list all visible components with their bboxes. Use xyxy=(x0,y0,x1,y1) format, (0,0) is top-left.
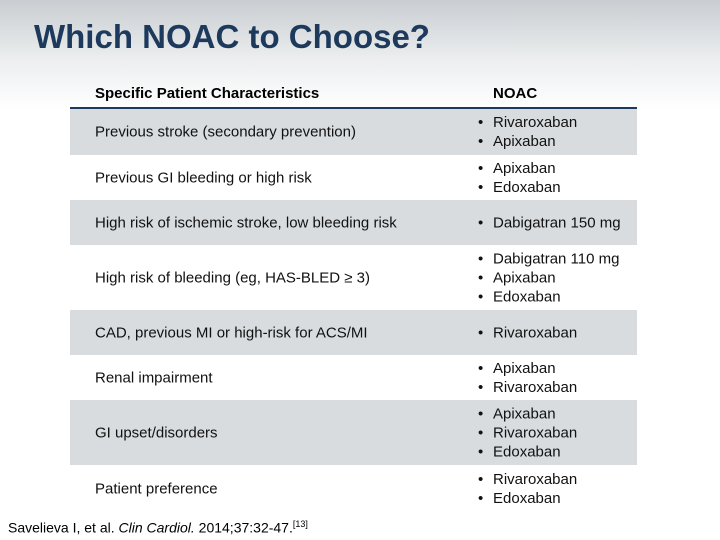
noac-list: ApixabanEdoxaban xyxy=(478,159,561,197)
citation-ref: [13] xyxy=(292,519,308,529)
characteristic-cell: Previous GI bleeding or high risk xyxy=(95,169,312,186)
slide-title: Which NOAC to Choose? xyxy=(34,18,430,55)
noac-list: Dabigatran 150 mg xyxy=(478,213,621,232)
noac-list: Rivaroxaban xyxy=(478,323,577,342)
citation-authors: Savelieva I, et al. xyxy=(8,519,115,536)
noac-item: Edoxaban xyxy=(478,287,619,306)
column-header: NOAC xyxy=(493,85,538,102)
noac-item: Rivaroxaban xyxy=(478,323,577,342)
noac-item: Apixaban xyxy=(478,359,577,378)
noac-item: Rivaroxaban xyxy=(478,378,577,397)
table-row: Previous stroke (secondary prevention) Ri… xyxy=(70,109,637,155)
noac-item: Apixaban xyxy=(478,159,561,178)
table-header: Specific Patient Characteristics NOAC xyxy=(70,80,637,109)
characteristic-cell: High risk of ischemic stroke, low bleedi… xyxy=(95,214,397,231)
noac-item: Rivaroxaban xyxy=(478,470,577,489)
citation: Savelieva I, et al. Clin Cardiol. 2014;3… xyxy=(8,519,308,536)
table-row: High risk of ischemic stroke, low bleedi… xyxy=(70,200,637,245)
noac-item: Edoxaban xyxy=(478,442,577,461)
characteristic-cell: Previous stroke (secondary prevention) xyxy=(95,123,356,141)
table-row: Patient preference RivaroxabanEdoxaban xyxy=(70,465,637,512)
characteristic-cell: Renal impairment xyxy=(95,369,213,386)
noac-item: Apixaban xyxy=(478,268,619,287)
noac-item: Apixaban xyxy=(478,132,577,151)
characteristic-cell: CAD, previous MI or high-risk for ACS/MI xyxy=(95,324,368,341)
characteristic-cell: GI upset/disorders xyxy=(95,424,218,441)
characteristic-cell: Patient preference xyxy=(95,480,218,497)
table: Specific Patient Characteristics NOAC Pr… xyxy=(70,80,637,512)
table-row: Previous GI bleeding or high risk Apixaba… xyxy=(70,155,637,200)
table-row: GI upset/disorders ApixabanRivaroxabanEdo… xyxy=(70,400,637,465)
noac-list: ApixabanRivaroxabanEdoxaban xyxy=(478,404,577,461)
noac-list: RivaroxabanApixaban xyxy=(478,113,577,151)
noac-item: Dabigatran 150 mg xyxy=(478,213,621,232)
characteristic-cell: High risk of bleeding (eg, HAS-BLED ≥ 3) xyxy=(95,269,371,286)
noac-item: Apixaban xyxy=(478,404,577,423)
noac-item: Edoxaban xyxy=(478,489,577,508)
noac-item: Edoxaban xyxy=(478,178,560,197)
citation-details: 2014;37:32-47. xyxy=(198,519,293,536)
noac-item: Rivaroxaban xyxy=(478,423,577,442)
noac-list: RivaroxabanEdoxaban xyxy=(478,470,577,508)
noac-item: Rivaroxaban xyxy=(478,113,577,132)
table-row: High risk of bleeding (eg, HAS-BLED ≥ 3)… xyxy=(70,245,637,310)
noac-item: Dabigatran 110 mg xyxy=(478,249,620,268)
column-header: Specific Patient Characteristics xyxy=(95,85,320,102)
noac-list: ApixabanRivaroxaban xyxy=(478,359,577,397)
table-row: CAD, previous MI or high-risk for ACS/MI… xyxy=(70,310,637,355)
noac-list: Dabigatran 110 mgApixabanEdoxaban xyxy=(478,249,620,306)
citation-journal: Clin Cardiol. xyxy=(118,519,195,536)
table-row: Renal impairment ApixabanRivaroxaban xyxy=(70,355,637,400)
